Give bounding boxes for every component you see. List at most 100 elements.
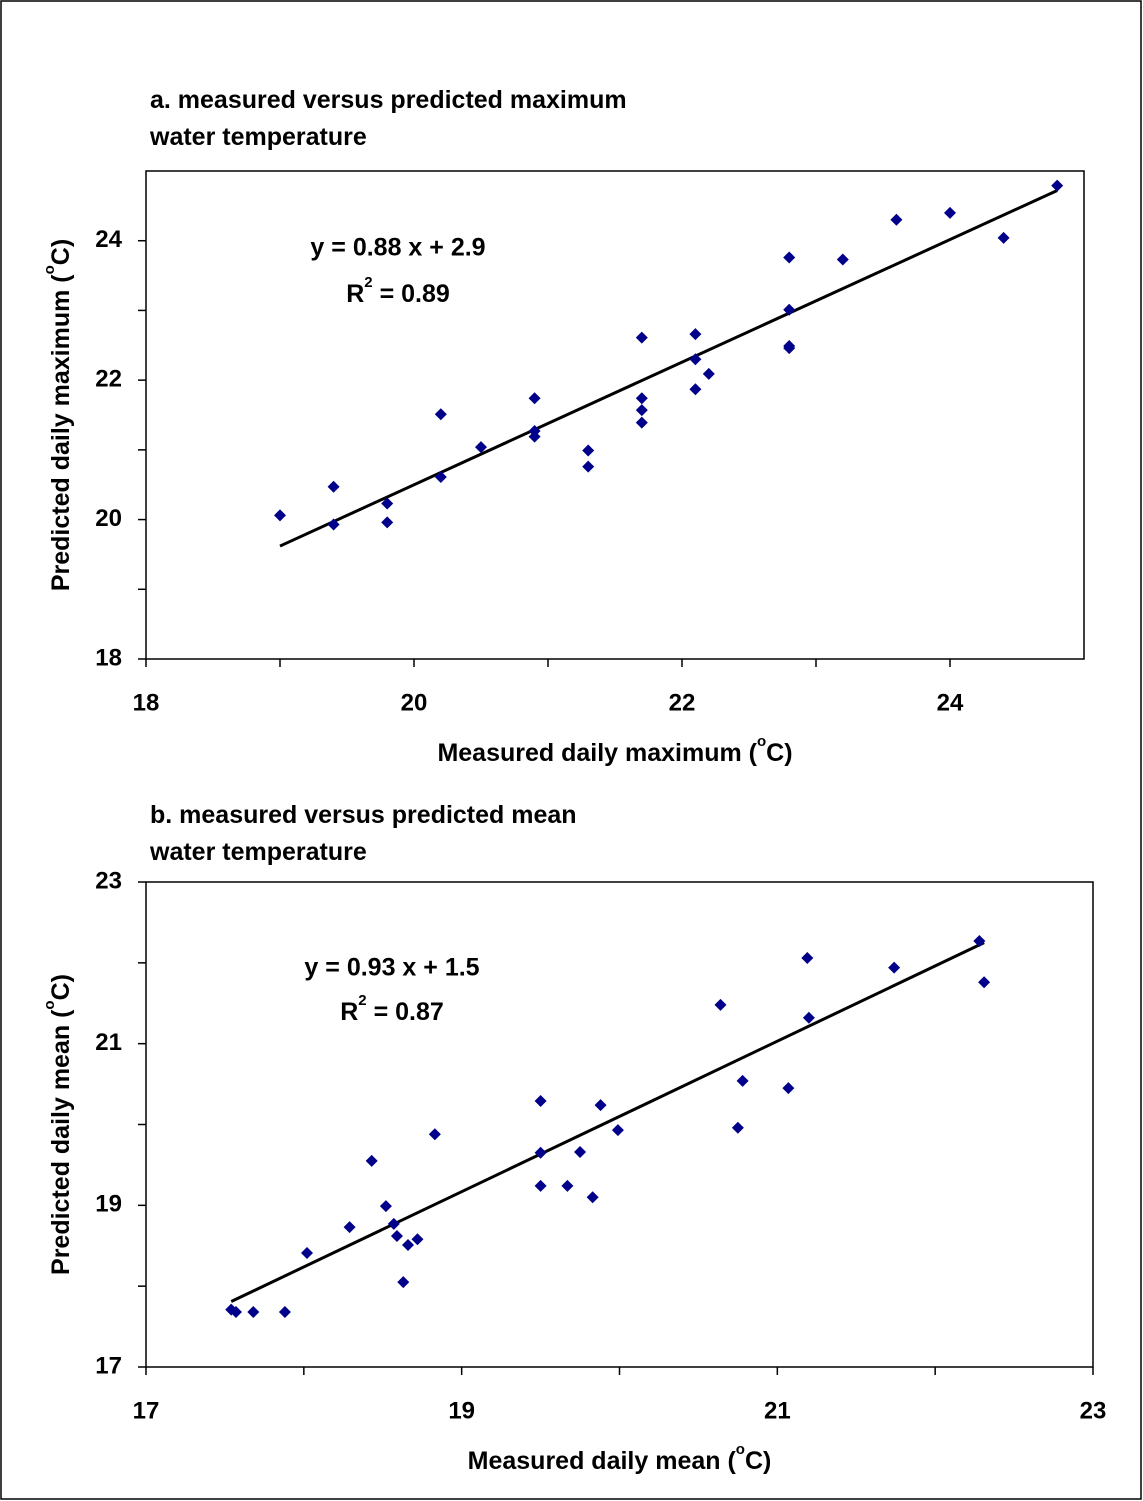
y-tick-label: 21: [95, 1029, 122, 1056]
x-tick-label: 21: [764, 1397, 791, 1424]
fit-equation: y = 0.93 x + 1.5: [304, 954, 479, 982]
y-tick-label: 24: [95, 226, 122, 253]
data-point: [379, 1200, 392, 1213]
y-tick-label: 20: [95, 505, 122, 532]
data-point: [428, 1128, 441, 1141]
data-point: [381, 497, 394, 510]
x-tick-label: 19: [448, 1397, 475, 1424]
x-axis-label: Measured daily maximum (oC): [437, 733, 792, 767]
data-point: [528, 430, 541, 443]
data-point: [1051, 179, 1064, 192]
data-point: [783, 303, 796, 316]
r-squared-rest: = 0.89: [373, 280, 450, 308]
x-axis-label-rest: C): [745, 1447, 771, 1475]
data-point: [397, 1276, 410, 1289]
data-point: [973, 935, 986, 948]
data-point: [782, 1082, 795, 1095]
data-point: [327, 518, 340, 531]
trend-line: [279, 189, 1058, 548]
y-axis-label: Predicted daily maximum (oC): [41, 239, 75, 591]
data-point: [836, 253, 849, 266]
data-point: [731, 1121, 744, 1134]
y-tick-label: 18: [95, 644, 122, 671]
y-axis-label-sup: o: [41, 1000, 58, 1009]
data-point: [635, 404, 648, 417]
data-point: [635, 392, 648, 405]
data-point: [561, 1179, 574, 1192]
x-tick-label: 23: [1080, 1397, 1107, 1424]
x-axis-label-sup: o: [736, 1441, 745, 1458]
data-point: [300, 1247, 313, 1260]
data-point: [689, 353, 702, 366]
x-axis-label-text: Measured daily mean (: [468, 1447, 737, 1475]
data-point: [278, 1306, 291, 1319]
data-point: [528, 392, 541, 405]
data-point: [574, 1145, 587, 1158]
r-squared-sup: 2: [358, 992, 366, 1009]
data-point: [702, 367, 715, 380]
x-tick-label: 24: [937, 689, 964, 716]
data-point: [890, 213, 903, 226]
data-point: [635, 416, 648, 429]
data-point: [997, 231, 1010, 244]
data-point: [801, 951, 814, 964]
data-point: [783, 251, 796, 264]
chart-title: water temperature: [149, 123, 367, 151]
data-point: [475, 441, 487, 454]
r-squared-sup: 2: [364, 274, 372, 291]
chart-panel: b. measured versus predicted mean water t…: [41, 801, 1106, 1475]
plot-area: [145, 170, 1085, 660]
data-point: [402, 1238, 415, 1251]
y-axis-label-text: Predicted daily maximum (: [47, 274, 75, 591]
data-point: [274, 509, 286, 522]
data-point: [343, 1221, 356, 1234]
data-point: [381, 516, 394, 529]
chart-title: a. measured versus predicted maximum: [150, 86, 627, 114]
data-point: [365, 1154, 378, 1167]
y-axis-label-text: Predicted daily mean (: [47, 1009, 75, 1275]
data-point: [390, 1230, 403, 1243]
data-point: [411, 1233, 424, 1246]
data-point: [247, 1306, 260, 1319]
data-point: [434, 408, 447, 421]
chart-panel: a. measured versus predicted maximum wate…: [41, 86, 1085, 767]
data-point: [802, 1011, 815, 1024]
data-point: [534, 1179, 547, 1192]
y-axis-label: Predicted daily mean (oC): [41, 974, 75, 1275]
y-tick-label: 22: [95, 365, 122, 392]
data-point: [888, 961, 901, 974]
data-point: [534, 1146, 547, 1159]
data-point: [978, 976, 991, 989]
chart-title: water temperature: [149, 838, 367, 866]
data-point: [635, 331, 648, 344]
r-squared: R2 = 0.89: [346, 274, 450, 308]
x-tick-label: 20: [401, 689, 428, 716]
data-point: [229, 1306, 242, 1319]
data-point: [783, 342, 796, 355]
data-point: [434, 471, 447, 484]
r-squared-text: R: [340, 998, 358, 1026]
trend-line: [230, 941, 985, 1303]
data-point: [582, 460, 595, 473]
data-point: [611, 1124, 624, 1137]
x-axis-label-text: Measured daily maximum (: [437, 739, 757, 767]
y-axis-label-rest: C): [47, 239, 75, 265]
data-point: [586, 1191, 599, 1204]
data-point: [327, 480, 340, 493]
x-axis-label-sup: o: [757, 733, 766, 750]
data-point: [582, 444, 595, 457]
r-squared-rest: = 0.87: [367, 998, 444, 1026]
data-point: [387, 1217, 400, 1230]
data-point: [689, 383, 702, 396]
chart-title: b. measured versus predicted mean: [150, 801, 577, 829]
y-tick-label: 23: [95, 867, 122, 894]
data-point: [714, 998, 727, 1011]
r-squared: R2 = 0.87: [340, 992, 444, 1026]
x-tick-label: 18: [133, 689, 160, 716]
data-point: [736, 1074, 749, 1087]
y-axis-label-sup: o: [41, 265, 58, 274]
fit-equation: y = 0.88 x + 2.9: [310, 234, 485, 262]
x-axis-label: Measured daily mean (oC): [468, 1441, 772, 1475]
